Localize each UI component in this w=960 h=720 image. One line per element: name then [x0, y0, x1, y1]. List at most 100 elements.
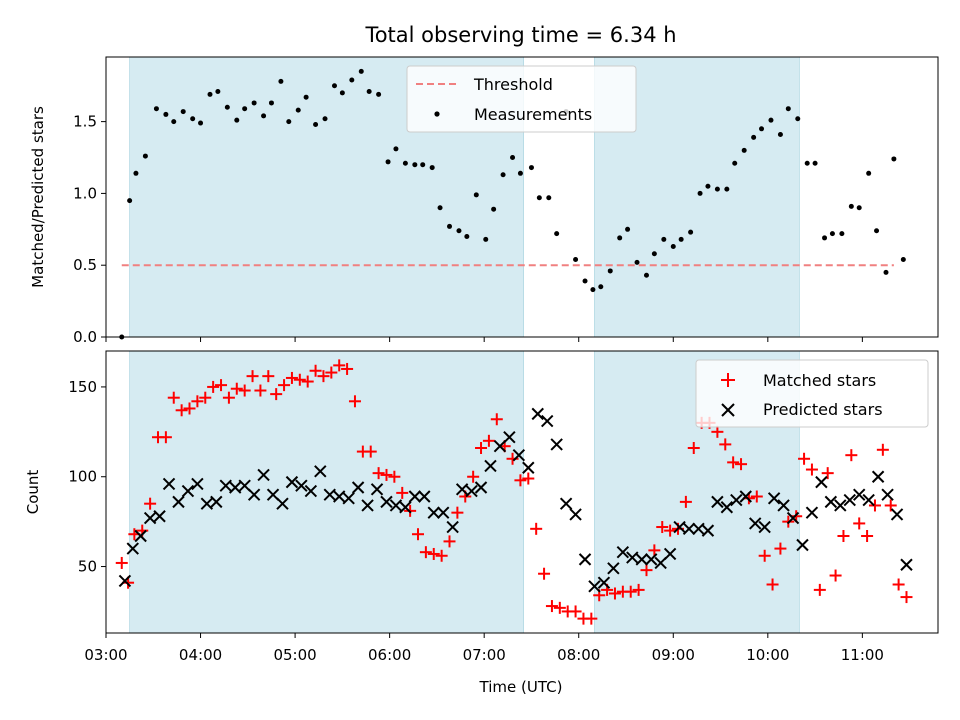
marker-stroke — [474, 481, 488, 494]
measurement-point — [295, 107, 301, 113]
predicted-star-point — [295, 479, 308, 492]
marker-stroke — [351, 481, 365, 494]
measurement-point — [420, 162, 426, 168]
measurement-point — [546, 195, 552, 201]
matched-star-point — [861, 530, 874, 543]
matched-star-point — [246, 370, 259, 383]
matched-star-point — [648, 544, 661, 557]
predicted-star-point — [153, 510, 166, 523]
measurement-point — [617, 235, 623, 241]
y-tick-label: 0.0 — [73, 328, 97, 346]
marker-stroke — [276, 497, 289, 510]
marker-stroke — [777, 499, 790, 512]
marker-stroke — [626, 551, 639, 564]
predicted-star-point — [210, 495, 223, 509]
marker-stroke — [597, 576, 611, 589]
measurement-point — [127, 198, 133, 204]
marker-stroke — [181, 484, 195, 498]
matched-star-point — [396, 486, 409, 499]
matched-star-point — [727, 456, 740, 469]
matched-star-point — [412, 528, 424, 541]
predicted-star-point — [900, 558, 913, 571]
marker-stroke — [767, 492, 781, 505]
marker-stroke — [815, 475, 828, 489]
matched-star-point — [687, 441, 700, 454]
chart-title: Total observing time = 6.34 h — [364, 23, 676, 47]
measurement-point — [242, 106, 248, 112]
marker-stroke — [219, 479, 232, 492]
marker-stroke — [805, 506, 819, 519]
legend-predicted-swatch — [721, 403, 735, 417]
marker-stroke — [210, 495, 223, 509]
matched-star-point — [876, 443, 889, 456]
marker-stroke — [512, 448, 526, 462]
top-y-axis-label: Matched/Predicted stars — [29, 106, 47, 288]
measurement-point — [510, 155, 516, 161]
measurement-point — [768, 117, 774, 123]
predicted-star-point — [805, 506, 819, 519]
predicted-star-point — [493, 439, 507, 453]
marker-stroke — [654, 556, 667, 570]
measurement-point — [224, 104, 230, 110]
measurement-point — [517, 170, 523, 176]
bottom-y-axis-label: Count — [24, 470, 42, 515]
y-tick-label: 100 — [68, 468, 97, 486]
measurement-point — [500, 172, 506, 178]
matched-star-point — [853, 517, 866, 530]
predicted-star-point — [796, 538, 809, 552]
matched-star-point — [175, 404, 188, 417]
top-legend: Threshold Measurements — [406, 65, 637, 133]
measurement-point — [724, 186, 730, 192]
marker-stroke — [295, 479, 308, 492]
measurement-point — [732, 160, 738, 166]
predicted-star-point — [143, 511, 157, 525]
measurement-point — [142, 153, 148, 159]
top-panel: 0.0 0.5 1.0 1.5 Matched/Predicted stars Thr… — [29, 56, 939, 346]
measurement-point — [286, 119, 292, 125]
predicted-star-point — [172, 495, 185, 509]
measurement-point — [759, 126, 765, 132]
marker-stroke — [881, 488, 894, 501]
marker-stroke — [739, 490, 752, 503]
measurement-point — [661, 236, 667, 242]
measurement-point — [198, 120, 204, 126]
marker-stroke — [465, 484, 478, 498]
marker-stroke — [238, 479, 251, 492]
predicted-star-point — [370, 483, 384, 496]
predicted-star-point — [815, 475, 828, 489]
measurement-point — [554, 231, 560, 237]
marker-stroke — [304, 484, 318, 498]
matched-star-point — [443, 535, 456, 548]
measurement-point — [215, 88, 221, 94]
matched-star-point — [868, 499, 881, 512]
measurement-point — [670, 244, 676, 250]
measurement-point — [804, 160, 810, 166]
predicted-star-point — [342, 492, 355, 505]
legend-matched-swatch — [721, 373, 735, 387]
measurement-point — [822, 235, 828, 241]
measurement-point — [153, 106, 159, 112]
predicted-star-point — [862, 493, 875, 507]
marker-stroke — [427, 506, 440, 519]
matched-star-point — [624, 585, 637, 598]
matched-star-point — [735, 458, 748, 471]
marker-stroke — [720, 501, 734, 514]
measurement-point — [839, 231, 845, 237]
matched-star-point — [301, 375, 314, 388]
bottom-plot-frame — [105, 350, 939, 634]
predicted-star-point — [881, 488, 894, 501]
matched-star-point — [640, 564, 653, 577]
measurement-point — [402, 160, 408, 166]
matched-star-point — [758, 549, 771, 562]
legend-measurements-swatch — [434, 111, 440, 117]
matched-star-point — [813, 583, 826, 596]
y-tick-label: 0.5 — [73, 256, 97, 274]
matched-star-point — [167, 391, 180, 404]
bottom-points — [115, 359, 913, 625]
y-tick-label: 150 — [68, 378, 97, 396]
predicted-star-point — [730, 493, 743, 507]
matched-star-point — [435, 549, 448, 562]
measurement-point — [180, 109, 186, 115]
predicted-star-point — [569, 508, 582, 521]
matched-star-point — [821, 467, 834, 480]
